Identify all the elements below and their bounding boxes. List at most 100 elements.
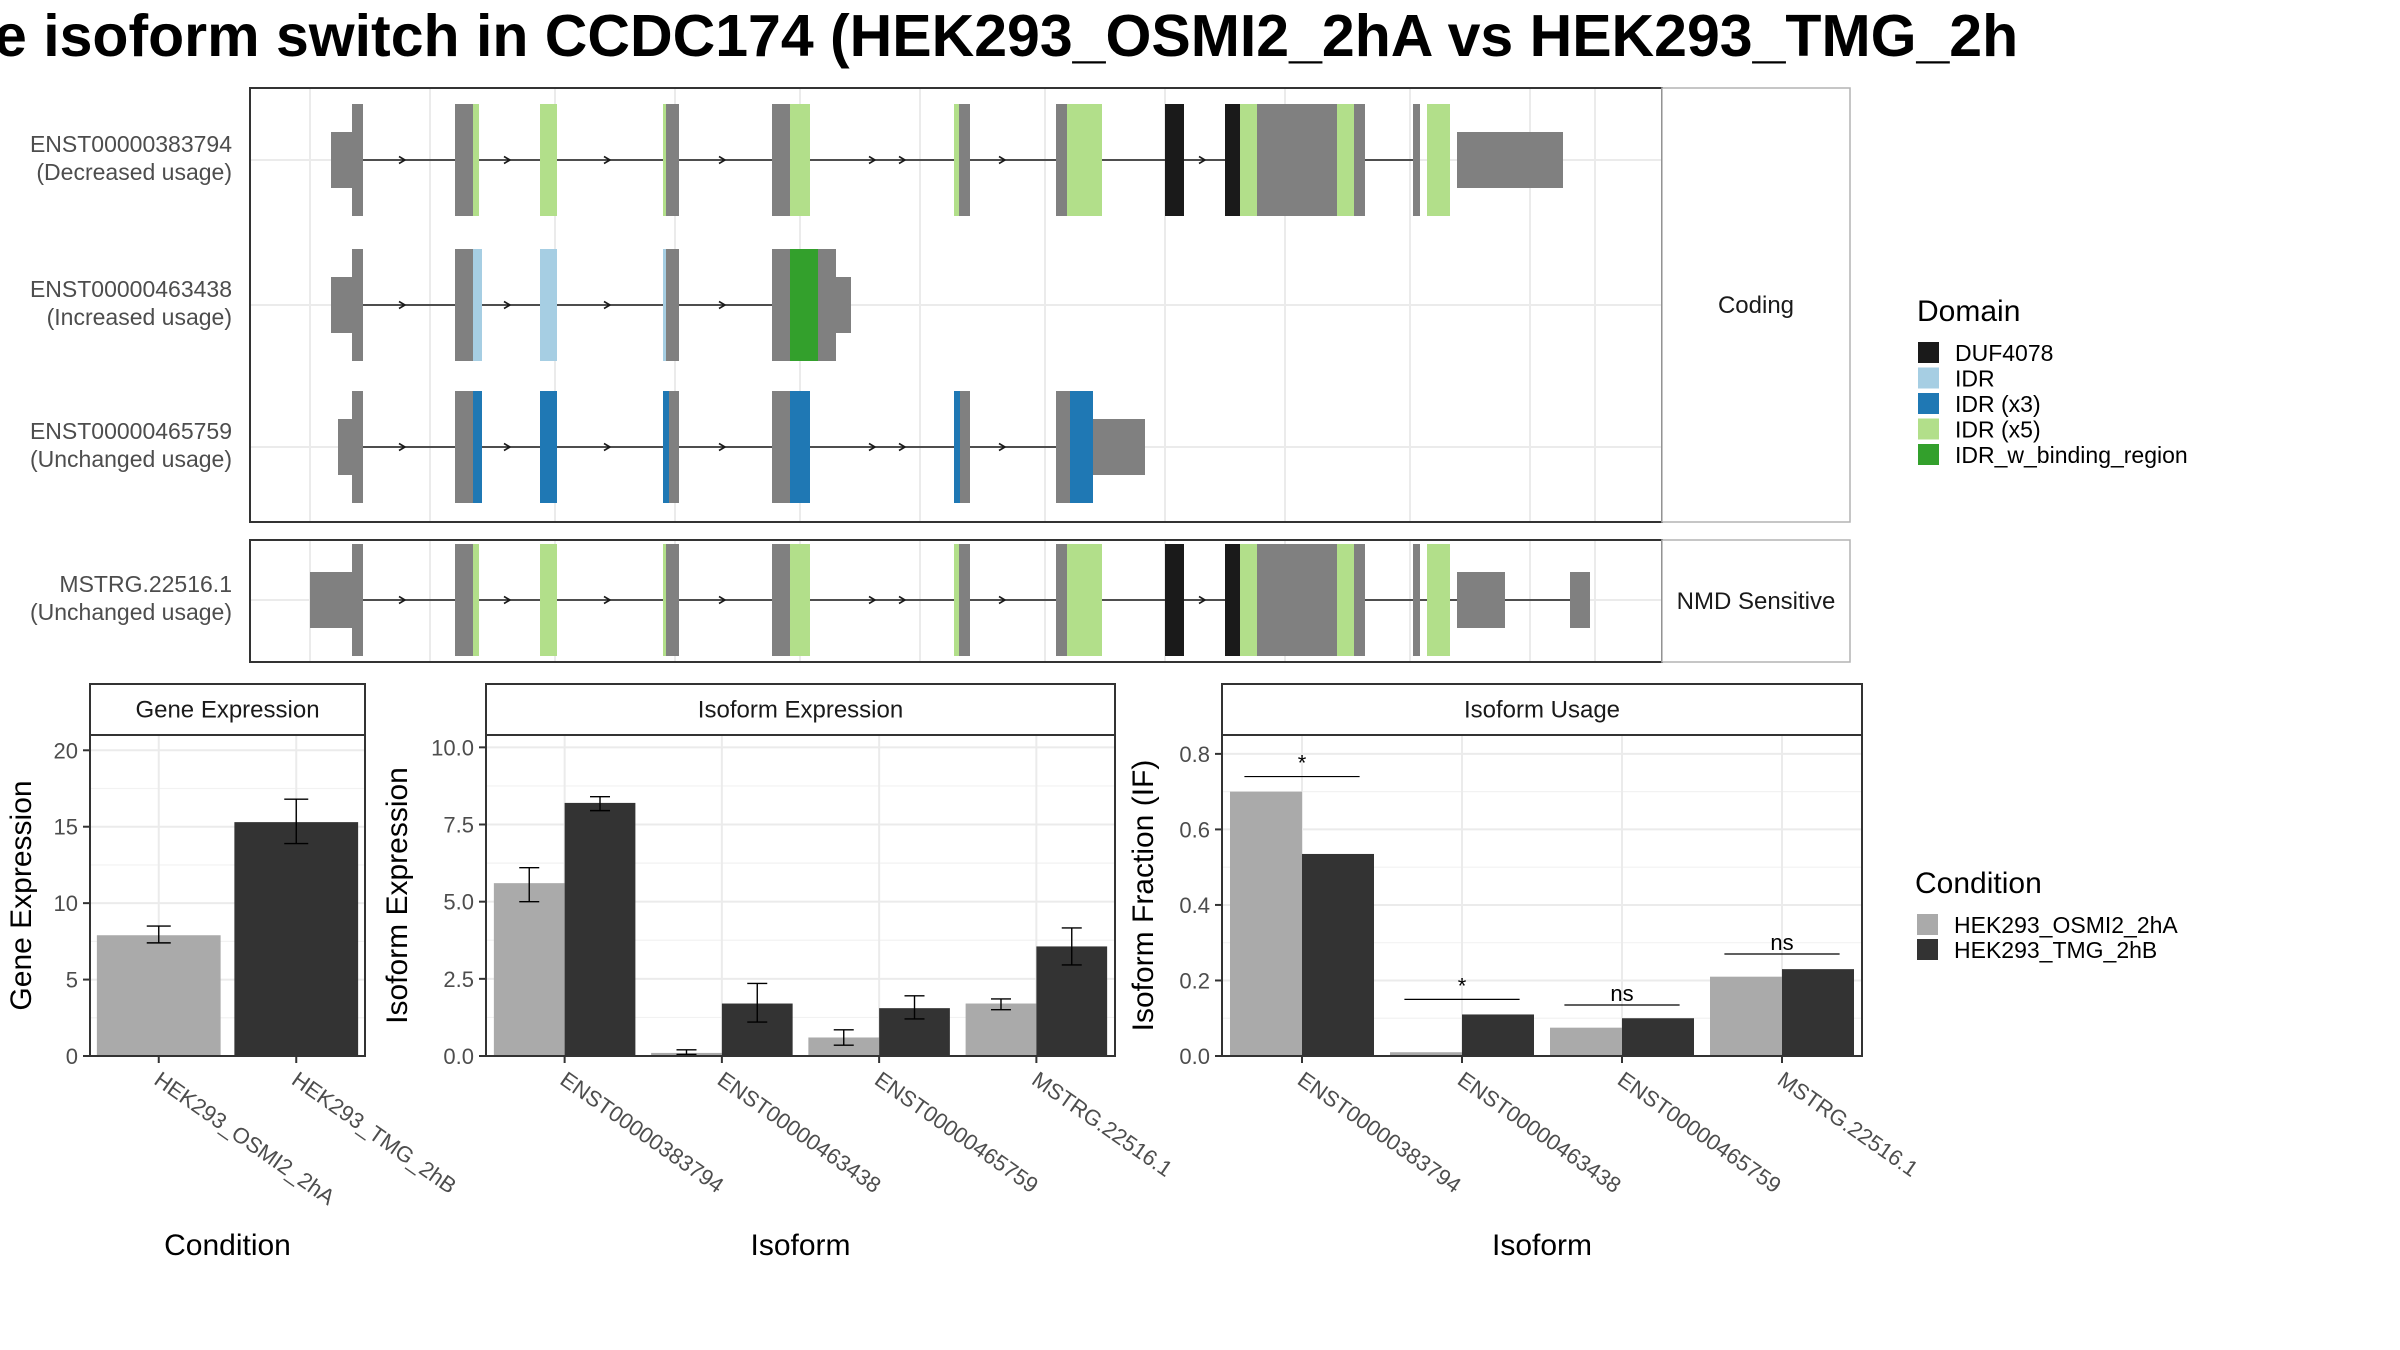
domain-region-idr5	[954, 104, 959, 216]
domain-region-idr3	[540, 391, 557, 503]
figure-title: e isoform switch in CCDC174 (HEK293_OSMI…	[0, 3, 2018, 69]
domain-region-idr5	[540, 104, 557, 216]
intron-direction-arrow	[503, 155, 512, 165]
y-tick-label: 0	[66, 1044, 78, 1069]
x-tick-label: ENST00000465759	[1613, 1067, 1786, 1198]
utr-exon	[1090, 419, 1145, 475]
intron-direction-arrow	[868, 442, 877, 452]
domain-legend-swatch	[1918, 444, 1939, 465]
domain-legend-swatch	[1918, 418, 1939, 440]
y-tick-label: 0.0	[1179, 1044, 1210, 1069]
domain-legend-label: IDR (x5)	[1955, 417, 2041, 443]
domain-legend-label: IDR	[1955, 366, 1995, 392]
intron-direction-arrow	[718, 595, 727, 605]
transcript-usage-label: (Unchanged usage)	[30, 599, 232, 625]
coding-exon	[455, 104, 473, 216]
coding-exon	[455, 544, 473, 656]
transcript-usage-label: (Increased usage)	[47, 304, 232, 330]
coding-exon	[352, 104, 363, 216]
x-tick-label: ENST00000465759	[870, 1067, 1043, 1198]
intron-direction-arrow	[503, 442, 512, 452]
y-tick-label: 0.2	[1179, 968, 1210, 993]
domain-region-idr5	[1337, 544, 1354, 656]
plot-title: Isoform Usage	[1464, 697, 1620, 724]
bar-tmg	[1782, 969, 1854, 1056]
coding-exon	[772, 104, 790, 216]
y-tick-label: 0.0	[443, 1044, 474, 1069]
coding-exon	[455, 249, 473, 361]
domain-legend-swatch	[1918, 367, 1939, 389]
intron-direction-arrow	[868, 595, 877, 605]
bar-osmi2	[1550, 1027, 1622, 1056]
domain-region-idr5	[1240, 104, 1257, 216]
domain-region-idr	[473, 249, 482, 361]
coding-exon	[772, 544, 790, 656]
utr-exon	[338, 419, 356, 475]
transcript-id-label: MSTRG.22516.1	[59, 571, 232, 597]
plot-title: Gene Expression	[135, 697, 319, 724]
isoform-expression-plot: 0.0 2.5 5.0 7.5 10.0 ENST00000383794 ENST00000…	[381, 683, 1177, 1262]
y-tick-label: 2.5	[443, 967, 474, 992]
transcript-id-label: ENST00000463438	[30, 276, 232, 302]
bar-tmg	[1302, 853, 1374, 1056]
domain-region-duf	[1165, 544, 1184, 656]
plot-title: Isoform Expression	[698, 697, 903, 724]
transcript-id-label: ENST00000465759	[30, 418, 232, 444]
bar-tmg	[1462, 1014, 1534, 1056]
intron-direction-arrow	[503, 595, 512, 605]
intron-direction-arrow	[398, 442, 407, 452]
intron-direction-arrow	[998, 155, 1007, 165]
utr-exon	[331, 132, 356, 188]
transcript-id-label: ENST00000383794	[30, 131, 232, 157]
domain-region-idr	[663, 249, 666, 361]
utr-exon	[1570, 572, 1590, 628]
condition-legend-title: Condition	[1915, 867, 2042, 900]
x-tick-label: MSTRG.22516.1	[1773, 1067, 1923, 1182]
domain-region-idr5	[473, 104, 479, 216]
y-tick-label: 7.5	[443, 813, 474, 838]
facet-strip-label: NMD Sensitive	[1677, 588, 1836, 615]
utr-exon	[310, 572, 356, 628]
coding-exon	[352, 249, 363, 361]
x-tick-label: ENST00000383794	[556, 1067, 729, 1198]
transcript-usage-label: (Decreased usage)	[36, 159, 232, 185]
domain-region-idr5	[1337, 104, 1354, 216]
utr-exon	[331, 277, 356, 333]
domain-region-duf	[1165, 104, 1184, 216]
bar	[234, 822, 359, 1056]
utr-exon	[1457, 132, 1563, 188]
domain-region-duf	[1225, 544, 1240, 656]
condition-legend-swatch	[1917, 914, 1938, 935]
domain-region-idr5	[540, 544, 557, 656]
y-tick-label: 15	[54, 815, 78, 840]
intron-direction-arrow	[398, 155, 407, 165]
intron-direction-arrow	[898, 442, 907, 452]
plot-title-strip	[1221, 683, 1863, 736]
domain-legend-label: IDR (x3)	[1955, 391, 2041, 417]
y-tick-label: 10	[54, 891, 78, 916]
bar-osmi2	[965, 1003, 1037, 1056]
intron-direction-arrow	[398, 300, 407, 310]
plot-title-strip	[89, 683, 366, 736]
intron-direction-arrow	[603, 442, 612, 452]
bar-osmi2	[1390, 1052, 1462, 1056]
condition-legend-swatch	[1917, 939, 1938, 960]
utr-exon	[836, 277, 851, 333]
x-tick-label: ENST00000383794	[1293, 1067, 1466, 1198]
domain-region-idr3	[473, 391, 482, 503]
facet-strip	[1661, 539, 1851, 663]
bar-tmg	[1622, 1018, 1694, 1056]
bar-osmi2	[808, 1037, 880, 1056]
bar-tmg	[564, 802, 636, 1056]
y-tick-label: 5.0	[443, 890, 474, 915]
y-tick-label: 10.0	[431, 735, 474, 760]
domain-region-idr3	[790, 391, 810, 503]
domain-region-idr3	[663, 391, 669, 503]
domain-region-idr5	[473, 544, 479, 656]
facet-strip	[1661, 87, 1851, 523]
y-tick-label: 5	[66, 968, 78, 993]
x-tick-label: ENST00000463438	[1453, 1067, 1626, 1198]
x-axis-title: Condition	[164, 1229, 291, 1262]
